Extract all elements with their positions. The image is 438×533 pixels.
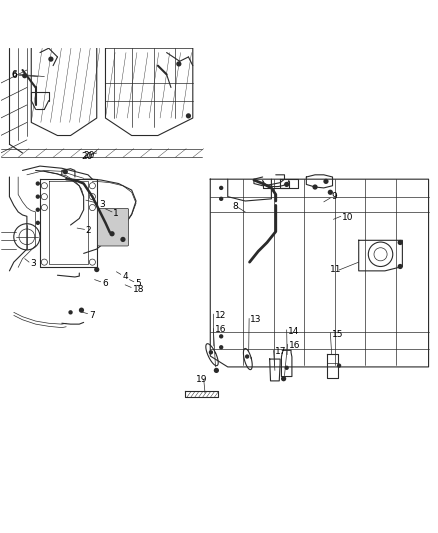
Circle shape [48, 56, 53, 62]
Circle shape [209, 350, 213, 354]
Text: 3: 3 [99, 200, 105, 209]
Circle shape [284, 182, 289, 187]
Circle shape [219, 185, 223, 190]
Circle shape [337, 364, 341, 368]
Text: 17: 17 [275, 347, 286, 356]
Circle shape [285, 366, 289, 370]
Circle shape [110, 231, 115, 236]
Circle shape [35, 207, 40, 212]
Text: 5: 5 [135, 279, 141, 288]
Text: 15: 15 [332, 330, 343, 338]
Text: 3: 3 [30, 259, 36, 268]
Text: 7: 7 [89, 311, 95, 320]
Text: 1: 1 [113, 209, 119, 218]
Text: 16: 16 [215, 325, 226, 334]
Text: 4: 4 [122, 272, 128, 280]
Circle shape [35, 221, 40, 225]
Circle shape [63, 169, 68, 174]
Text: 11: 11 [330, 265, 342, 274]
Circle shape [214, 368, 219, 373]
Circle shape [312, 184, 318, 190]
Text: 2: 2 [86, 226, 92, 235]
Circle shape [323, 179, 328, 184]
Circle shape [68, 310, 73, 314]
Circle shape [79, 308, 84, 313]
Text: 10: 10 [342, 213, 353, 222]
Text: 8: 8 [232, 202, 238, 211]
Circle shape [35, 195, 40, 199]
Text: 9: 9 [332, 192, 337, 201]
Text: 19: 19 [196, 375, 208, 384]
Text: 13: 13 [251, 315, 262, 324]
Text: 20: 20 [81, 152, 93, 161]
Text: 6: 6 [102, 279, 108, 288]
Circle shape [219, 334, 223, 338]
Circle shape [186, 113, 191, 118]
Text: 6: 6 [12, 70, 18, 79]
Circle shape [219, 197, 223, 201]
Text: 20: 20 [84, 151, 95, 160]
Circle shape [120, 237, 126, 242]
FancyBboxPatch shape [98, 208, 129, 246]
Circle shape [245, 354, 249, 359]
Text: 6: 6 [12, 71, 18, 80]
Circle shape [22, 73, 27, 78]
Circle shape [94, 267, 99, 272]
Circle shape [219, 345, 223, 350]
Circle shape [328, 190, 333, 195]
Text: 14: 14 [288, 327, 299, 336]
Text: 16: 16 [289, 342, 300, 351]
Text: 18: 18 [133, 285, 144, 294]
Circle shape [281, 376, 286, 381]
Circle shape [398, 264, 403, 269]
Text: 12: 12 [215, 311, 226, 320]
Circle shape [35, 181, 40, 185]
Circle shape [398, 240, 403, 245]
Circle shape [176, 61, 181, 67]
